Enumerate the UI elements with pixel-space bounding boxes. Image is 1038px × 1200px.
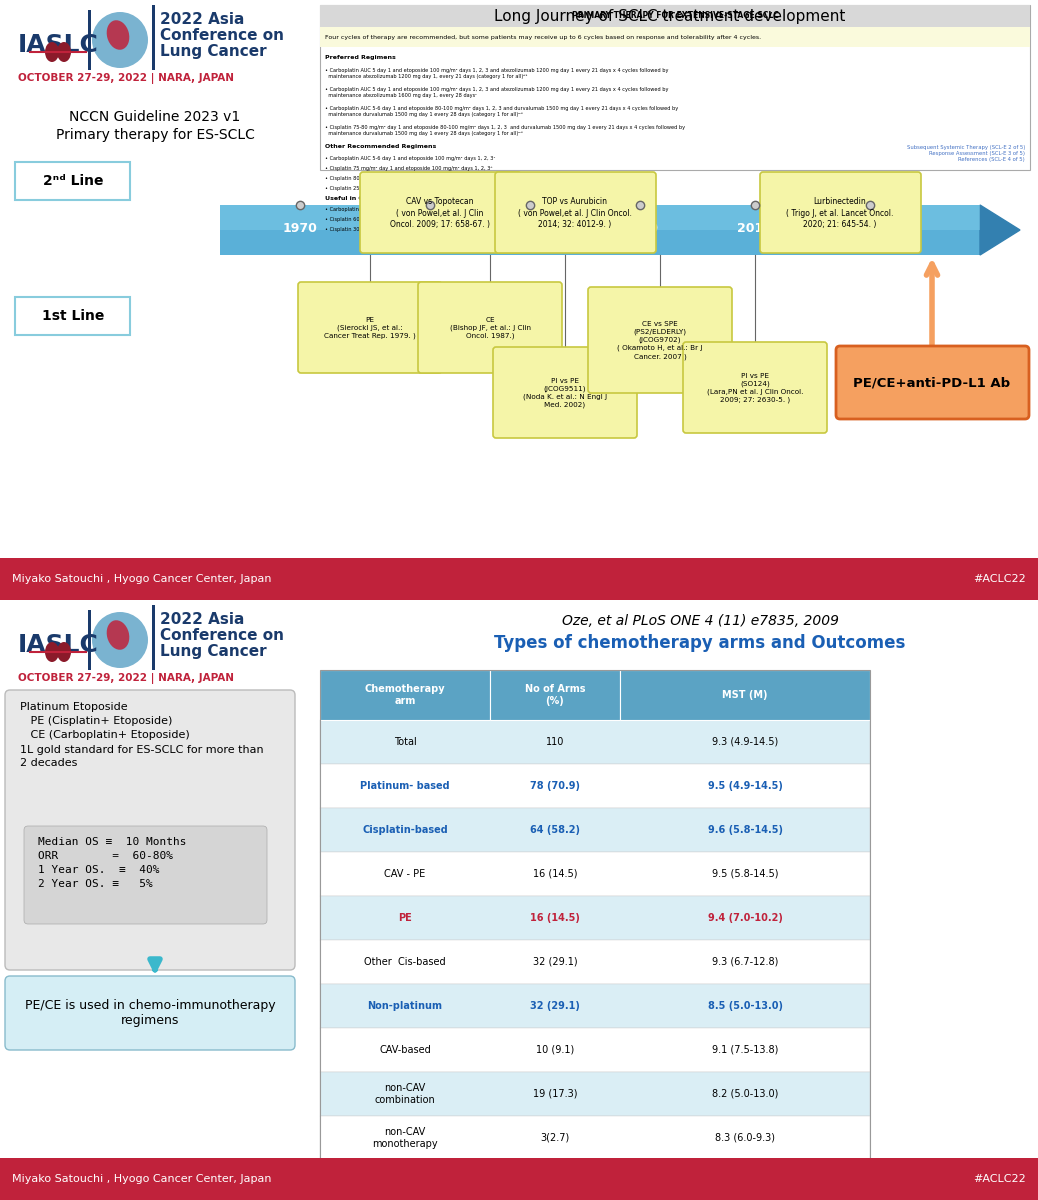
Ellipse shape <box>107 620 130 649</box>
Text: Lung Cancer: Lung Cancer <box>160 644 267 659</box>
Text: Platinum Etoposide
   PE (Cisplatin+ Etoposide)
   CE (Carboplatin+ Etoposide): Platinum Etoposide PE (Cisplatin+ Etopos… <box>20 702 190 740</box>
Text: • Carboplatin AUC 5 day 1 and irinotecan 50 mg/m² days 1, 8, 15¹¹: • Carboplatin AUC 5 day 1 and irinotecan… <box>325 206 493 212</box>
Bar <box>320 670 490 720</box>
Bar <box>152 5 155 70</box>
Text: 10 (9.1): 10 (9.1) <box>536 1045 574 1055</box>
Text: 2000: 2000 <box>623 222 657 234</box>
Text: TOP vs Aurubicin
( von Powel,et al. J Clin Oncol.
2014; 32: 4012-9. ): TOP vs Aurubicin ( von Powel,et al. J Cl… <box>518 197 632 229</box>
Text: 2020: 2020 <box>852 222 887 234</box>
Text: NCCN Guideline 2023 v1
Primary therapy for ES-SCLC: NCCN Guideline 2023 v1 Primary therapy f… <box>56 110 254 143</box>
Text: IASLC: IASLC <box>18 32 99 56</box>
Bar <box>320 852 870 896</box>
Text: Preferred Regimens: Preferred Regimens <box>325 55 395 60</box>
Text: #ACLC22: #ACLC22 <box>974 1174 1026 1184</box>
Text: MST (M): MST (M) <box>722 690 768 700</box>
Text: Useful in Certain Circumstances: Useful in Certain Circumstances <box>325 196 438 200</box>
FancyBboxPatch shape <box>5 976 295 1050</box>
Text: Miyako Satouchi , Hyogo Cancer Center, Japan: Miyako Satouchi , Hyogo Cancer Center, J… <box>12 1174 272 1184</box>
Text: PI vs PE
(SO124)
(Lara,PN et al. J Clin Oncol.
2009; 27: 2630-5. ): PI vs PE (SO124) (Lara,PN et al. J Clin … <box>707 373 803 403</box>
Text: 8.5 (5.0-13.0): 8.5 (5.0-13.0) <box>708 1001 783 1010</box>
Text: PE/CE+anti-PD-L1 Ab: PE/CE+anti-PD-L1 Ab <box>853 377 1011 390</box>
Text: PRIMARY THERAPY FOR EXTENSIVE-STAGE SCLC: PRIMARY THERAPY FOR EXTENSIVE-STAGE SCLC <box>572 12 778 20</box>
FancyBboxPatch shape <box>683 342 827 433</box>
Text: CAV - PE: CAV - PE <box>384 869 426 878</box>
Text: 110: 110 <box>546 737 565 746</box>
Text: 19 (17.3): 19 (17.3) <box>532 1090 577 1099</box>
Text: 1970: 1970 <box>282 222 318 234</box>
Circle shape <box>92 12 148 68</box>
Text: Cisplatin-based: Cisplatin-based <box>362 826 447 835</box>
Text: 32 (29.1): 32 (29.1) <box>532 958 577 967</box>
Bar <box>88 10 90 70</box>
Bar <box>320 808 870 852</box>
Text: 8.2 (5.0-13.0): 8.2 (5.0-13.0) <box>712 1090 778 1099</box>
FancyBboxPatch shape <box>418 282 562 373</box>
Text: Other Recommended Regimens: Other Recommended Regimens <box>325 144 436 149</box>
Bar <box>320 1028 870 1072</box>
FancyBboxPatch shape <box>588 287 732 392</box>
Bar <box>15 296 130 335</box>
Ellipse shape <box>57 42 71 62</box>
Text: Conference on: Conference on <box>160 628 284 643</box>
Text: 2022 Asia: 2022 Asia <box>160 612 244 626</box>
Text: 16 (14.5): 16 (14.5) <box>530 913 580 923</box>
Text: • Cisplatin 75-80 mg/m² day 1 and etoposide 80-100 mg/m² days 1, 2, 3  and durva: • Cisplatin 75-80 mg/m² day 1 and etopos… <box>325 125 685 136</box>
Bar <box>490 670 620 720</box>
Text: • Carboplatin AUC 5 day 1 and etoposide 100 mg/m² days 1, 2, 3 and atezolizumab : • Carboplatin AUC 5 day 1 and etoposide … <box>325 68 668 79</box>
Text: Platinum- based: Platinum- based <box>360 781 449 791</box>
Text: 1990: 1990 <box>513 222 547 234</box>
Text: #ACLC22: #ACLC22 <box>974 574 1026 584</box>
FancyBboxPatch shape <box>360 172 521 253</box>
Circle shape <box>92 612 148 668</box>
Text: 78 (70.9): 78 (70.9) <box>530 781 580 791</box>
Ellipse shape <box>107 20 130 49</box>
Text: CE
(Bishop JF, et al.: J Clin
Oncol. 1987.): CE (Bishop JF, et al.: J Clin Oncol. 198… <box>449 317 530 340</box>
Bar <box>320 5 1030 26</box>
Text: Types of chemotherapy arms and Outcomes: Types of chemotherapy arms and Outcomes <box>494 634 906 652</box>
Text: 9.1 (7.5-13.8): 9.1 (7.5-13.8) <box>712 1045 778 1055</box>
Text: 8.3 (6.0-9.3): 8.3 (6.0-9.3) <box>715 1133 775 1142</box>
Text: Lung Cancer: Lung Cancer <box>160 44 267 59</box>
Text: • Carboplatin AUC 5 day 1 and etoposide 100 mg/m² days 1, 2, 3 and atezolizumab : • Carboplatin AUC 5 day 1 and etoposide … <box>325 86 668 98</box>
FancyBboxPatch shape <box>5 690 295 970</box>
FancyBboxPatch shape <box>24 826 267 924</box>
Text: 1L gold standard for ES-SCLC for more than
2 decades: 1L gold standard for ES-SCLC for more th… <box>20 745 264 768</box>
Text: non-CAV
monotherapy: non-CAV monotherapy <box>373 1127 438 1148</box>
Text: PE/CE is used in chemo-immunotherapy
regimens: PE/CE is used in chemo-immunotherapy reg… <box>25 998 275 1027</box>
Text: 2ⁿᵈ Line: 2ⁿᵈ Line <box>43 174 103 188</box>
Bar <box>320 670 870 1160</box>
Bar <box>220 205 980 230</box>
Text: Conference on: Conference on <box>160 28 284 43</box>
Text: 3(2.7): 3(2.7) <box>541 1133 570 1142</box>
Bar <box>0 558 1038 600</box>
Text: CAV vs Topotecan
( von Powel,et al. J Clin
Oncol. 2009; 17: 658-67. ): CAV vs Topotecan ( von Powel,et al. J Cl… <box>390 197 490 229</box>
Bar <box>320 5 1030 170</box>
Text: • Carboplatin AUC 5-6 day 1 and etoposide 80-100 mg/m² days 1, 2, 3 and durvalum: • Carboplatin AUC 5-6 day 1 and etoposid… <box>325 106 678 118</box>
Bar <box>220 205 980 254</box>
Text: Total: Total <box>393 737 416 746</box>
Text: • Cisplatin 75 mg/m² day 1 and etoposide 100 mg/m² days 1, 2, 3⁸: • Cisplatin 75 mg/m² day 1 and etoposide… <box>325 166 492 170</box>
Text: 1980: 1980 <box>413 222 447 234</box>
Text: No of Arms
(%): No of Arms (%) <box>525 684 585 706</box>
Polygon shape <box>980 205 1020 254</box>
Text: Median OS ≡  10 Months
ORR        =  60-80%
1 Year OS.  ≡  40%
2 Year OS. ≡   5%: Median OS ≡ 10 Months ORR = 60-80% 1 Yea… <box>38 838 187 889</box>
Bar <box>320 26 1030 47</box>
Text: Four cycles of therapy are recommended, but some patients may receive up to 6 cy: Four cycles of therapy are recommended, … <box>325 35 761 40</box>
Text: 9.5 (5.8-14.5): 9.5 (5.8-14.5) <box>712 869 778 878</box>
Text: non-CAV
combination: non-CAV combination <box>375 1084 435 1105</box>
Text: 9.6 (5.8-14.5): 9.6 (5.8-14.5) <box>708 826 783 835</box>
Text: OCTOBER 27-29, 2022 | NARA, JAPAN: OCTOBER 27-29, 2022 | NARA, JAPAN <box>18 73 234 84</box>
Bar <box>320 896 870 940</box>
Text: 1st Line: 1st Line <box>42 308 104 323</box>
Text: Chemotherapy
arm: Chemotherapy arm <box>364 684 445 706</box>
Text: CAV-based: CAV-based <box>379 1045 431 1055</box>
Bar <box>620 670 870 720</box>
Text: Lurbinectedin
( Trigo J, et al. Lancet Oncol.
2020; 21: 645-54. ): Lurbinectedin ( Trigo J, et al. Lancet O… <box>787 197 894 229</box>
Bar <box>320 720 870 764</box>
Text: Non-platinum: Non-platinum <box>367 1001 442 1010</box>
Ellipse shape <box>57 642 71 662</box>
Text: 2010: 2010 <box>738 222 772 234</box>
Text: 64 (58.2): 64 (58.2) <box>530 826 580 835</box>
Text: 9.4 (7.0-10.2): 9.4 (7.0-10.2) <box>708 913 783 923</box>
FancyBboxPatch shape <box>836 346 1029 419</box>
